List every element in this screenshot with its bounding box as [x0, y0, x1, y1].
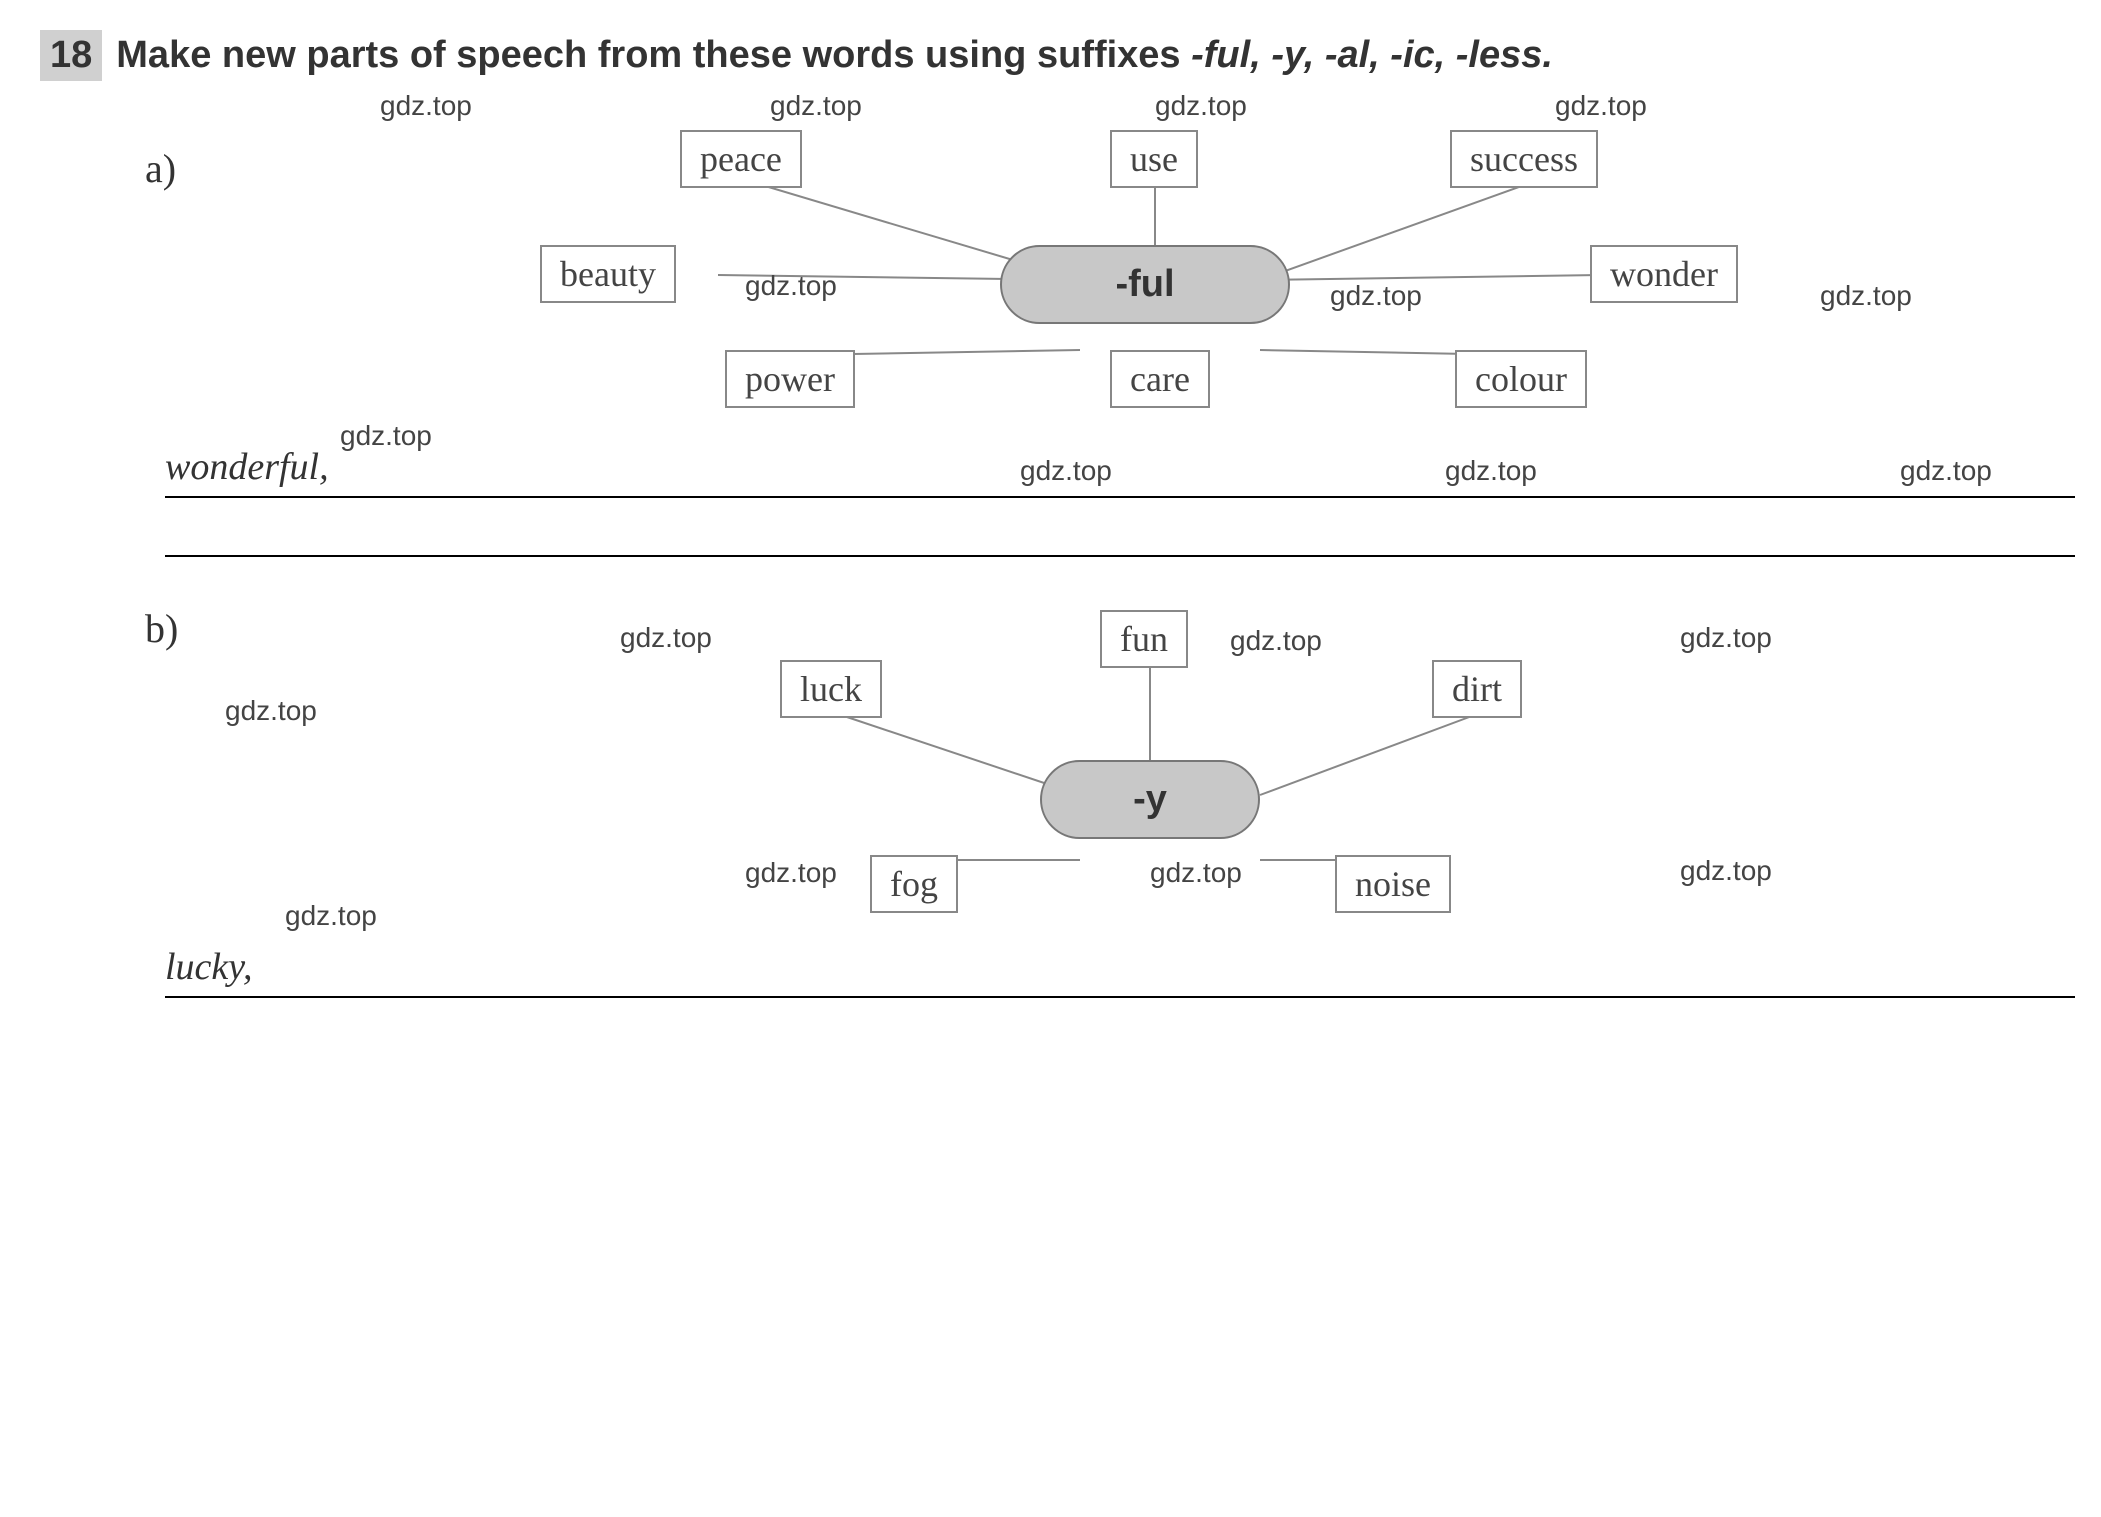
- section-b-label: b): [145, 605, 178, 652]
- word-box-use: use: [1110, 130, 1198, 188]
- word-box-fun: fun: [1100, 610, 1188, 668]
- watermark: gdz.top: [745, 270, 837, 302]
- word-box-success: success: [1450, 130, 1598, 188]
- word-box-beauty: beauty: [540, 245, 676, 303]
- section-a-center: -ful: [1000, 245, 1290, 324]
- watermark: gdz.top: [1020, 455, 1112, 487]
- word-box-luck: luck: [780, 660, 882, 718]
- watermark: gdz.top: [1445, 455, 1537, 487]
- suffix-0: -ful,: [1191, 34, 1261, 76]
- watermark: gdz.top: [1820, 280, 1912, 312]
- word-box-dirt: dirt: [1432, 660, 1522, 718]
- watermark: gdz.top: [285, 900, 377, 932]
- suffix-4: -less.: [1456, 34, 1553, 76]
- watermark: gdz.top: [1330, 280, 1422, 312]
- watermark: gdz.top: [380, 90, 472, 122]
- exercise-header: 18 Make new parts of speech from these w…: [40, 30, 2061, 81]
- suffix-2: -al,: [1325, 34, 1380, 76]
- watermark: gdz.top: [770, 90, 862, 122]
- exercise-instruction: Make new parts of speech from these word…: [116, 34, 1553, 76]
- word-box-noise: noise: [1335, 855, 1451, 913]
- word-box-peace: peace: [680, 130, 802, 188]
- word-box-care: care: [1110, 350, 1210, 408]
- word-box-wonder: wonder: [1590, 245, 1738, 303]
- suffix-3: -ic,: [1390, 34, 1445, 76]
- watermark: gdz.top: [620, 622, 712, 654]
- section-a-answer: wonderful,: [165, 445, 329, 489]
- watermark: gdz.top: [1900, 455, 1992, 487]
- word-box-power: power: [725, 350, 855, 408]
- watermark: gdz.top: [1555, 90, 1647, 122]
- word-box-fog: fog: [870, 855, 958, 913]
- exercise-number: 18: [40, 30, 102, 81]
- instruction-text: Make new parts of speech from these word…: [116, 34, 1191, 76]
- watermark: gdz.top: [1230, 625, 1322, 657]
- watermark: gdz.top: [745, 857, 837, 889]
- watermark: gdz.top: [1680, 855, 1772, 887]
- watermark: gdz.top: [225, 695, 317, 727]
- section-b-answer: lucky,: [165, 945, 253, 989]
- word-box-colour: colour: [1455, 350, 1587, 408]
- answer-line-a1: [165, 496, 2075, 498]
- watermark: gdz.top: [1150, 857, 1242, 889]
- watermark: gdz.top: [340, 420, 432, 452]
- section-a-label: a): [145, 145, 176, 192]
- answer-line-a2: [165, 555, 2075, 557]
- answer-line-b1: [165, 996, 2075, 998]
- watermark: gdz.top: [1680, 622, 1772, 654]
- section-b-center: -y: [1040, 760, 1260, 839]
- suffix-1: -y,: [1271, 34, 1314, 76]
- watermark: gdz.top: [1155, 90, 1247, 122]
